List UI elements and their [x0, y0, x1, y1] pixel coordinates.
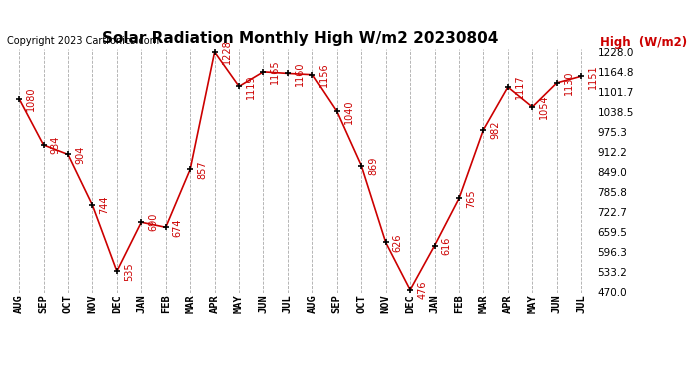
Text: 869: 869 — [368, 156, 378, 175]
Text: 904: 904 — [75, 145, 85, 164]
Text: 674: 674 — [172, 218, 183, 237]
Text: High  (W/m2): High (W/m2) — [600, 36, 687, 49]
Text: Copyright 2023 Cartronics.com: Copyright 2023 Cartronics.com — [7, 36, 159, 46]
Text: 1080: 1080 — [26, 87, 36, 111]
Text: 690: 690 — [148, 213, 158, 231]
Text: 744: 744 — [99, 196, 110, 214]
Title: Solar Radiation Monthly High W/m2 20230804: Solar Radiation Monthly High W/m2 202308… — [102, 31, 498, 46]
Text: 1130: 1130 — [564, 71, 573, 95]
Text: 765: 765 — [466, 189, 476, 208]
Text: 857: 857 — [197, 160, 207, 178]
Text: 1040: 1040 — [344, 99, 354, 124]
Text: 1228: 1228 — [221, 39, 232, 64]
Text: 616: 616 — [442, 237, 451, 255]
Text: 1165: 1165 — [270, 60, 280, 84]
Text: 1054: 1054 — [540, 94, 549, 119]
Text: 1117: 1117 — [515, 75, 525, 99]
Text: 934: 934 — [50, 136, 61, 154]
Text: 1119: 1119 — [246, 74, 256, 99]
Text: 1156: 1156 — [319, 62, 329, 87]
Text: 1151: 1151 — [588, 64, 598, 88]
Text: 982: 982 — [491, 120, 500, 139]
Text: 1160: 1160 — [295, 61, 305, 86]
Text: 535: 535 — [124, 262, 134, 280]
Text: 476: 476 — [417, 281, 427, 299]
Text: 626: 626 — [393, 233, 403, 252]
